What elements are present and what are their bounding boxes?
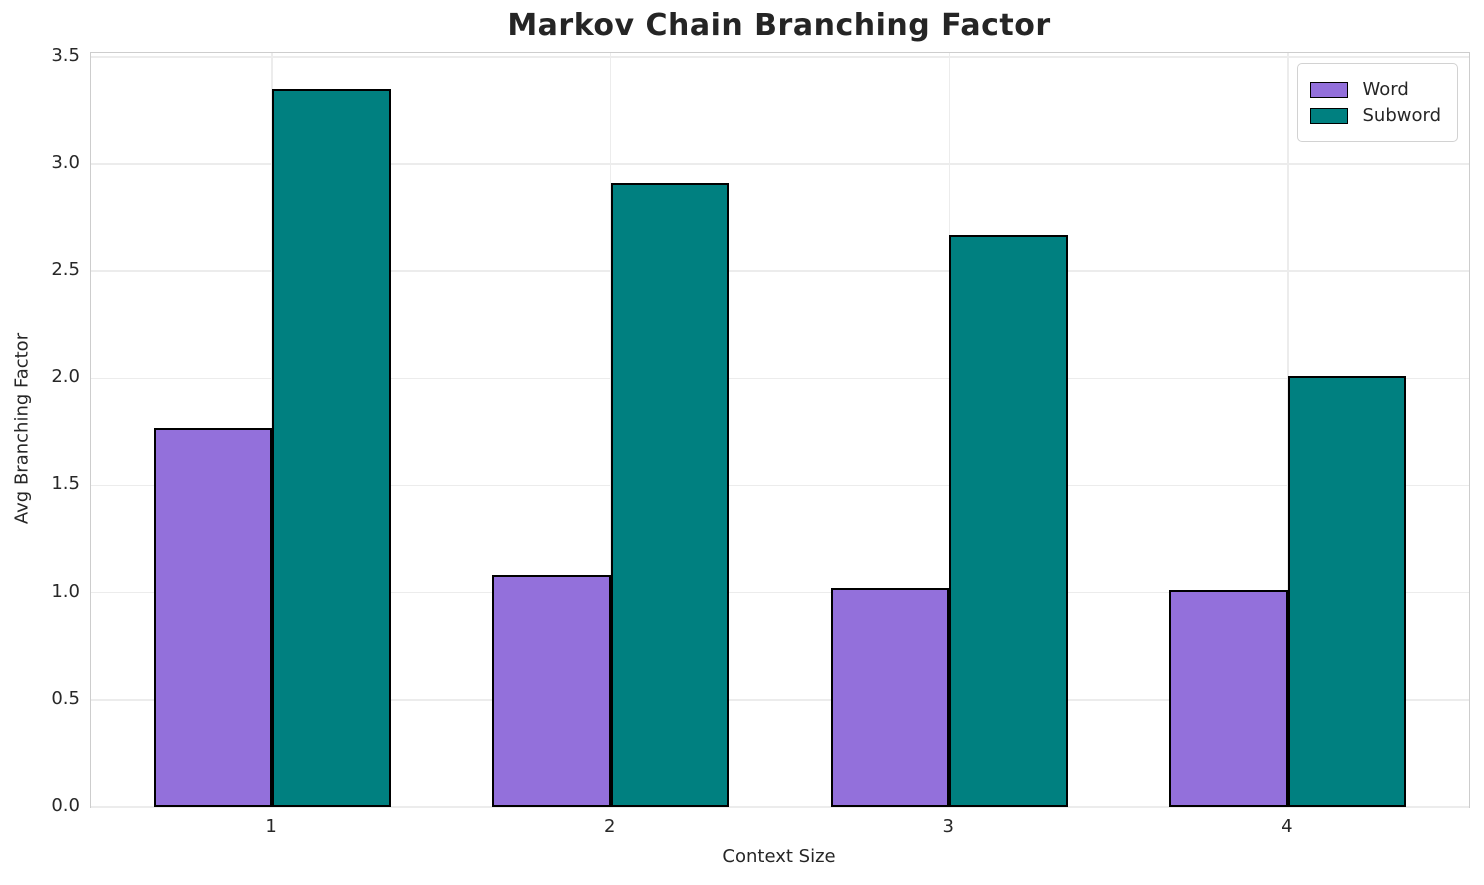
y-tick-label: 0.0: [51, 795, 80, 816]
bar-subword-context-4: [1287, 376, 1407, 807]
legend-swatch-subword: [1310, 107, 1349, 124]
gridline-horizontal: [91, 806, 1469, 808]
x-tick-label: 2: [603, 816, 616, 837]
y-tick-label: 2.5: [51, 259, 80, 281]
gridline-horizontal: [91, 270, 1469, 272]
y-tick-label: 0.5: [51, 687, 80, 709]
gridline-horizontal: [91, 699, 1469, 701]
legend-entry-word: Word: [1310, 79, 1441, 100]
legend-entry-subword: Subword: [1310, 105, 1441, 126]
plot-area: [90, 52, 1470, 808]
gridline-horizontal: [91, 56, 1469, 58]
chart-title: Markov Chain Branching Factor: [507, 8, 1051, 43]
gridline-horizontal: [91, 163, 1469, 165]
legend-swatch-word: [1310, 81, 1349, 98]
bar-word-context-3: [830, 588, 950, 807]
bar-subword-context-2: [610, 183, 730, 807]
y-tick-label: 3.0: [51, 151, 80, 173]
bar-subword-context-3: [949, 234, 1068, 807]
y-tick-label: 1.0: [51, 580, 80, 602]
legend: Word Subword: [1297, 63, 1458, 142]
bar-word-context-1: [153, 427, 273, 807]
x-axis-label: Context Size: [722, 846, 836, 867]
y-axis-label: Avg Branching Factor: [11, 332, 33, 525]
x-tick-label: 4: [1281, 816, 1293, 837]
y-tick-label: 3.5: [51, 44, 80, 66]
bar-subword-context-1: [272, 88, 391, 807]
gridline-horizontal: [91, 591, 1469, 594]
legend-label: Word: [1362, 79, 1409, 100]
x-tick-label: 1: [265, 816, 277, 837]
x-tick-label: 3: [942, 816, 954, 837]
y-tick-label: 2.0: [51, 366, 80, 388]
legend-label: Subword: [1362, 105, 1441, 126]
bar-word-context-2: [492, 575, 611, 807]
gridline-horizontal: [91, 484, 1469, 487]
bar-word-context-4: [1169, 590, 1288, 807]
y-tick-label: 1.5: [51, 473, 80, 495]
gridline-horizontal: [91, 377, 1469, 380]
